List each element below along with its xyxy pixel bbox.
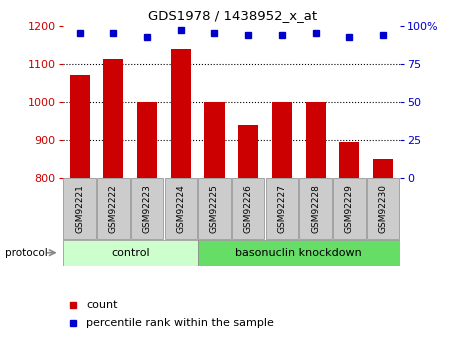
Bar — [272, 102, 292, 178]
Text: control: control — [111, 248, 150, 258]
Bar — [339, 141, 359, 178]
Text: GSM92223: GSM92223 — [143, 184, 152, 233]
Text: GDS1978 / 1438952_x_at: GDS1978 / 1438952_x_at — [148, 9, 317, 22]
Text: GSM92226: GSM92226 — [244, 184, 252, 233]
Bar — [97, 178, 130, 239]
Bar — [63, 178, 96, 239]
Text: GSM92230: GSM92230 — [379, 184, 387, 233]
Bar — [198, 240, 400, 266]
Bar — [232, 178, 265, 239]
Text: GSM92229: GSM92229 — [345, 184, 354, 233]
Bar — [373, 159, 393, 178]
Bar — [165, 178, 197, 239]
Bar — [238, 125, 258, 178]
Text: count: count — [86, 300, 118, 310]
Bar — [137, 102, 157, 178]
Text: GSM92227: GSM92227 — [278, 184, 286, 233]
Bar — [333, 178, 365, 239]
Text: basonuclin knockdown: basonuclin knockdown — [235, 248, 362, 258]
Text: GSM92221: GSM92221 — [75, 184, 84, 233]
Text: percentile rank within the sample: percentile rank within the sample — [86, 318, 274, 327]
Bar — [198, 178, 231, 239]
Text: protocol: protocol — [5, 248, 47, 258]
Bar — [306, 102, 325, 178]
Bar — [266, 178, 298, 239]
Bar — [70, 75, 90, 178]
Bar — [63, 240, 198, 266]
Text: GSM92222: GSM92222 — [109, 184, 118, 233]
Bar — [299, 178, 332, 239]
Bar — [367, 178, 399, 239]
Text: GSM92228: GSM92228 — [311, 184, 320, 233]
Bar — [204, 102, 225, 178]
Bar — [171, 49, 191, 178]
Text: GSM92224: GSM92224 — [176, 184, 185, 233]
Bar — [103, 59, 123, 178]
Text: GSM92225: GSM92225 — [210, 184, 219, 233]
Bar — [131, 178, 163, 239]
